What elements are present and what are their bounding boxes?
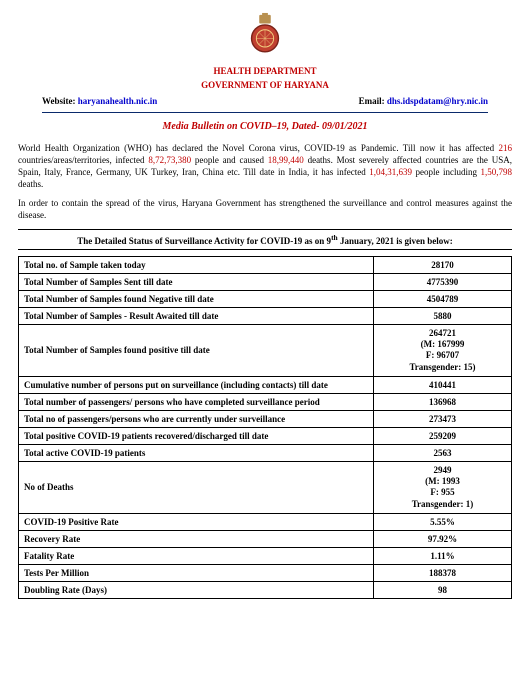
table-row: Total Number of Samples - Result Awaited…: [19, 307, 512, 324]
table-row: Total Number of Samples Sent till date47…: [19, 273, 512, 290]
row-label: COVID-19 Positive Rate: [19, 513, 374, 530]
row-value: 98: [373, 581, 511, 598]
row-value: 4775390: [373, 273, 511, 290]
row-label: Fatality Rate: [19, 547, 374, 564]
intro-para-2: In order to contain the spread of the vi…: [18, 197, 512, 221]
website-label: Website:: [42, 96, 76, 106]
table-row: Total Number of Samples found positive t…: [19, 324, 512, 376]
table-row: Cumulative number of persons put on surv…: [19, 376, 512, 393]
row-value: 136968: [373, 393, 511, 410]
row-label: Total active COVID-19 patients: [19, 444, 374, 461]
row-value: 188378: [373, 564, 511, 581]
row-value: 97.92%: [373, 530, 511, 547]
row-value: 28170: [373, 256, 511, 273]
table-row: Total no. of Sample taken today28170: [19, 256, 512, 273]
email-label: Email:: [359, 96, 385, 106]
row-value: 264721(M: 167999F: 96707Transgender: 15): [373, 324, 511, 376]
row-label: No of Deaths: [19, 461, 374, 513]
table-row: COVID-19 Positive Rate5.55%: [19, 513, 512, 530]
table-row: Total no of passengers/persons who are c…: [19, 410, 512, 427]
row-value: 4504789: [373, 290, 511, 307]
row-label: Cumulative number of persons put on surv…: [19, 376, 374, 393]
emblem: [18, 12, 512, 62]
table-row: Tests Per Million188378: [19, 564, 512, 581]
row-value: 273473: [373, 410, 511, 427]
row-label: Total no of passengers/persons who are c…: [19, 410, 374, 427]
row-label: Total Number of Samples Sent till date: [19, 273, 374, 290]
gov-title: GOVERNMENT OF HARYANA: [18, 80, 512, 90]
table-row: Total positive COVID-19 patients recover…: [19, 427, 512, 444]
row-label: Doubling Rate (Days): [19, 581, 374, 598]
header-rule: [42, 112, 488, 113]
table-row: Total number of passengers/ persons who …: [19, 393, 512, 410]
table-row: Recovery Rate97.92%: [19, 530, 512, 547]
table-row: Doubling Rate (Days)98: [19, 581, 512, 598]
contact-row: Website: haryanahealth.nic.in Email: dhs…: [18, 96, 512, 106]
row-value: 2563: [373, 444, 511, 461]
row-label: Recovery Rate: [19, 530, 374, 547]
table-row: Total Number of Samples found Negative t…: [19, 290, 512, 307]
row-value: 2949(M: 1993F: 955Transgender: 1): [373, 461, 511, 513]
row-label: Tests Per Million: [19, 564, 374, 581]
row-value: 1.11%: [373, 547, 511, 564]
bulletin-title: Media Bulletin on COVID–19, Dated- 09/01…: [18, 121, 512, 132]
row-value: 5880: [373, 307, 511, 324]
status-heading: The Detailed Status of Surveillance Acti…: [18, 229, 512, 250]
table-row: Fatality Rate1.11%: [19, 547, 512, 564]
table-row: Total active COVID-19 patients2563: [19, 444, 512, 461]
table-row: No of Deaths2949(M: 1993F: 955Transgende…: [19, 461, 512, 513]
intro-para-1: World Health Organization (WHO) has decl…: [18, 142, 512, 191]
row-label: Total Number of Samples - Result Awaited…: [19, 307, 374, 324]
row-label: Total Number of Samples found Negative t…: [19, 290, 374, 307]
status-table: Total no. of Sample taken today28170Tota…: [18, 256, 512, 599]
row-label: Total no. of Sample taken today: [19, 256, 374, 273]
row-label: Total Number of Samples found positive t…: [19, 324, 374, 376]
website-link[interactable]: haryanahealth.nic.in: [78, 96, 158, 106]
row-value: 259209: [373, 427, 511, 444]
row-value: 5.55%: [373, 513, 511, 530]
dept-title: HEALTH DEPARTMENT: [18, 66, 512, 76]
row-label: Total positive COVID-19 patients recover…: [19, 427, 374, 444]
row-value: 410441: [373, 376, 511, 393]
email-link[interactable]: dhs.idspdatam@hry.nic.in: [387, 96, 488, 106]
row-label: Total number of passengers/ persons who …: [19, 393, 374, 410]
